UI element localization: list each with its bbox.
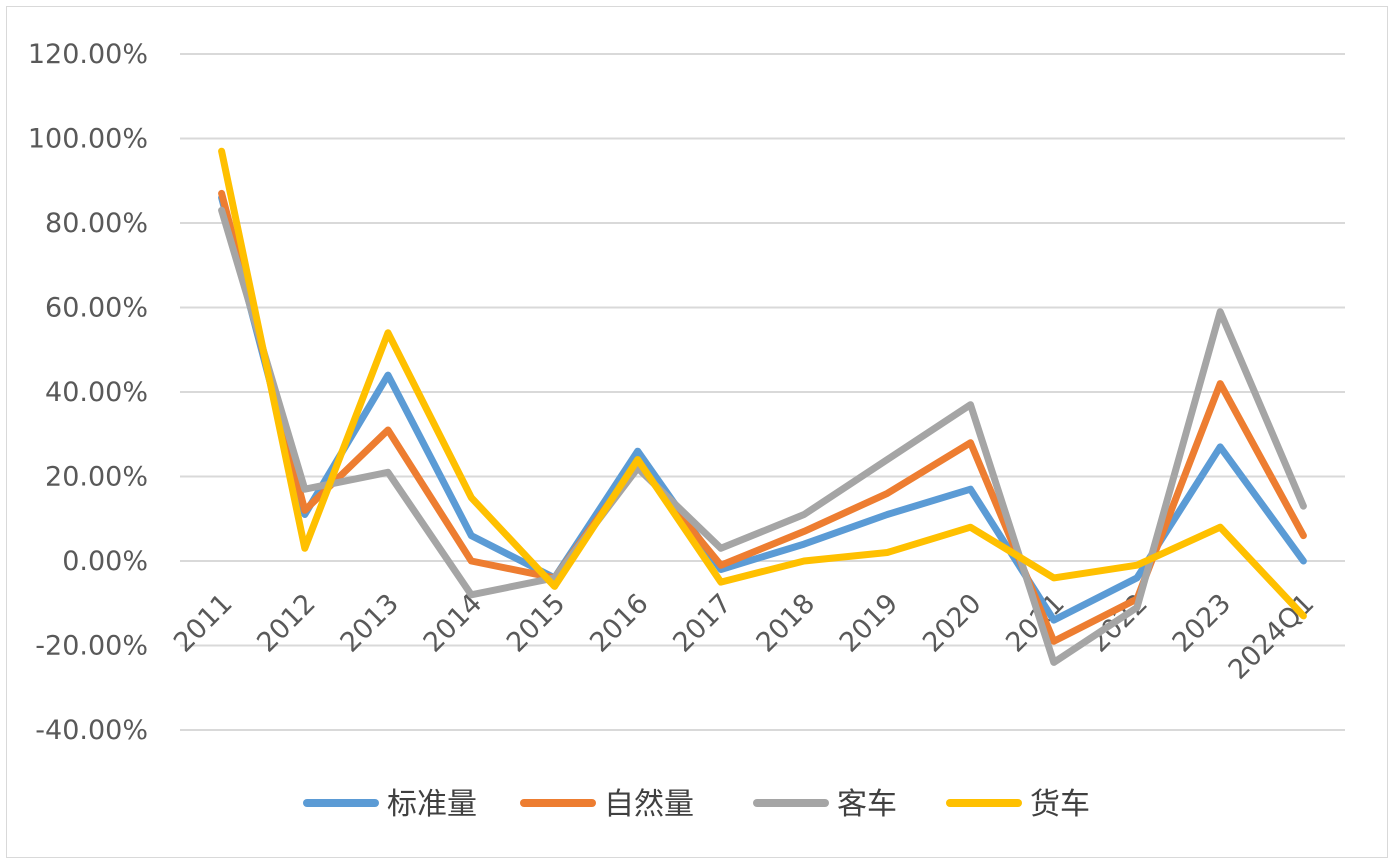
y-tick-label: -40.00% bbox=[35, 715, 148, 746]
x-tick-label: 2015 bbox=[501, 588, 572, 659]
series-line bbox=[218, 206, 1307, 666]
series-lines bbox=[218, 147, 1307, 666]
series-line bbox=[218, 189, 1307, 645]
y-tick-label: 0.00% bbox=[62, 546, 148, 577]
x-tick-label: 2012 bbox=[251, 588, 322, 659]
x-tick-label: 2018 bbox=[751, 588, 822, 659]
y-tick-label: -20.00% bbox=[35, 631, 148, 662]
y-tick-label: 80.00% bbox=[45, 208, 148, 239]
legend-label: 自然量 bbox=[604, 787, 694, 822]
x-tick-label: 2014 bbox=[418, 588, 489, 659]
x-tick-label: 2017 bbox=[667, 588, 738, 659]
x-tick-label: 2019 bbox=[834, 588, 905, 659]
y-tick-label: 120.00% bbox=[28, 39, 148, 70]
gridlines bbox=[180, 53, 1345, 731]
x-tick-label: 2016 bbox=[584, 588, 655, 659]
series-line bbox=[218, 194, 1307, 624]
x-axis-ticks: 2011 2012 2013 2014 2015 2016 2017 2018 2019 2020… bbox=[168, 588, 1320, 686]
x-tick-label: 2024Q1 bbox=[1223, 588, 1321, 686]
y-tick-label: 60.00% bbox=[45, 293, 148, 324]
legend-label: 标准量 bbox=[387, 787, 477, 822]
legend-label: 客车 bbox=[837, 787, 897, 822]
y-tick-label: 40.00% bbox=[45, 377, 148, 408]
legend: 标准量 自然量 客车 货车 bbox=[303, 787, 1090, 822]
series-line bbox=[218, 147, 1307, 620]
y-axis-ticks: -40.00% -20.00% 0.00% 20.00% 40.00% 60.00% 80.… bbox=[28, 39, 148, 746]
y-tick-label: 20.00% bbox=[45, 462, 148, 493]
x-tick-label: 2020 bbox=[917, 588, 988, 659]
x-tick-label: 2011 bbox=[168, 588, 239, 659]
x-tick-label: 2023 bbox=[1167, 588, 1238, 659]
y-tick-label: 100.00% bbox=[28, 124, 148, 155]
legend-label: 货车 bbox=[1030, 787, 1090, 822]
chart-frame bbox=[6, 6, 1388, 858]
x-tick-label: 2013 bbox=[334, 588, 405, 659]
